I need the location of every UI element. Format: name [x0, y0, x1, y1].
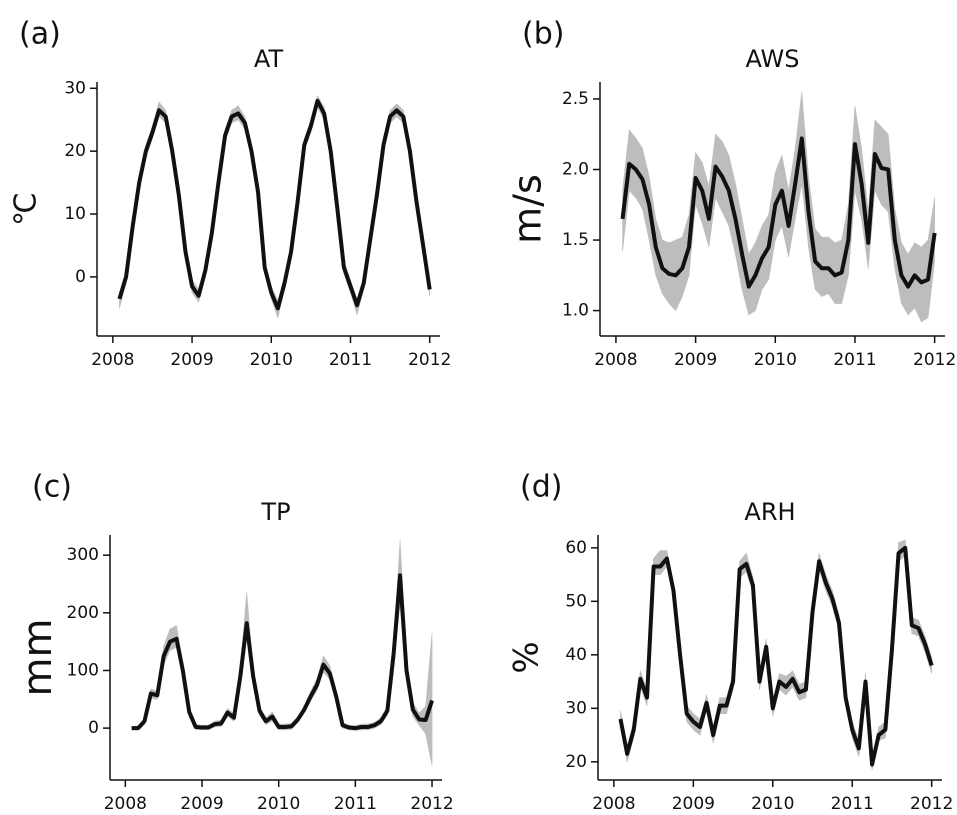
x-tick-label: 2010	[250, 350, 293, 370]
y-tick-label: 1.5	[562, 230, 589, 250]
y-tick-label: 200	[67, 603, 99, 623]
series-line	[618, 545, 934, 767]
x-tick-label: 2010	[257, 794, 300, 814]
x-tick-label: 2012	[410, 794, 453, 814]
x-tick-label: 2012	[910, 794, 953, 814]
x-tick-label: 2011	[833, 350, 876, 370]
y-axis-label: m/s	[506, 174, 550, 244]
series-line	[117, 98, 432, 311]
y-tick-label: 30	[64, 78, 86, 98]
series-line	[620, 136, 937, 289]
y-tick-label: 300	[67, 545, 99, 565]
y-tick-label: 60	[565, 538, 587, 558]
y-tick-label: 1.0	[562, 301, 589, 321]
y-tick-label: 2.5	[562, 89, 589, 109]
x-tick-label: 2011	[329, 350, 372, 370]
panel-title: AT	[254, 45, 284, 73]
panel-title: AWS	[745, 45, 799, 73]
y-tick-label: 20	[64, 141, 86, 161]
y-tick-label: 30	[565, 698, 587, 718]
x-tick-label: 2009	[170, 350, 213, 370]
x-tick-label: 2009	[672, 794, 715, 814]
panel-label: (b)	[522, 17, 564, 52]
panel-label: (d)	[520, 470, 562, 505]
panel-label: (c)	[32, 470, 72, 505]
x-tick-label: 2008	[594, 350, 637, 370]
y-axis-label: mm	[15, 619, 61, 697]
x-tick-label: 2010	[751, 794, 794, 814]
y-tick-label: 0	[75, 267, 86, 287]
confidence-band	[425, 632, 433, 766]
x-tick-label: 2009	[674, 350, 717, 370]
y-axis-label: ℃	[9, 192, 44, 226]
x-tick-label: 2008	[104, 794, 147, 814]
x-tick-label: 2012	[913, 350, 956, 370]
y-tick-label: 100	[67, 660, 99, 680]
panel-title: TP	[260, 498, 290, 526]
y-tick-label: 20	[565, 752, 587, 772]
x-tick-label: 2010	[754, 350, 797, 370]
y-tick-label: 0	[88, 718, 99, 738]
x-tick-label: 2008	[592, 794, 635, 814]
y-tick-label: 50	[565, 591, 587, 611]
x-tick-label: 2008	[91, 350, 134, 370]
x-tick-label: 2009	[180, 794, 223, 814]
y-tick-label: 10	[64, 204, 86, 224]
y-tick-label: 40	[565, 645, 587, 665]
panel-label: (a)	[19, 17, 61, 52]
x-tick-label: 2011	[334, 794, 377, 814]
panel-title: ARH	[744, 498, 795, 526]
x-tick-label: 2012	[408, 350, 451, 370]
series-line	[131, 573, 434, 731]
y-tick-label: 2.0	[562, 159, 589, 179]
y-axis-label: %	[507, 641, 547, 673]
x-tick-label: 2011	[831, 794, 874, 814]
